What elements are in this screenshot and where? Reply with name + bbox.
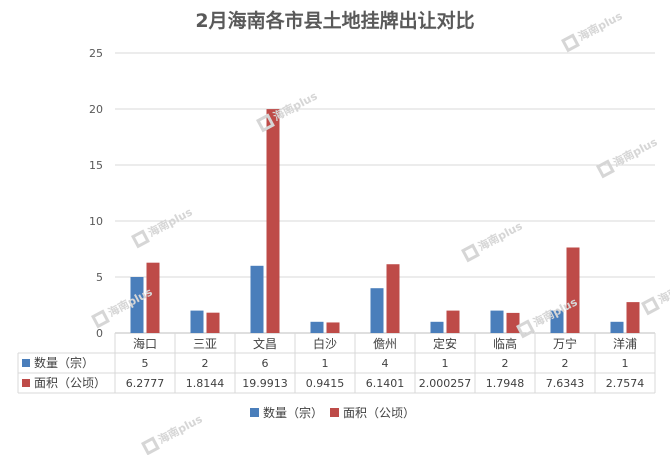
bar-area-3: [266, 109, 280, 333]
table-legend-key-count: [22, 359, 30, 367]
data-label: 1: [442, 357, 449, 370]
table-row-label: 数量（宗）: [34, 355, 94, 370]
x-category-label: 儋州: [373, 337, 397, 351]
data-label: 6: [262, 357, 269, 370]
bar-area-5: [386, 264, 400, 333]
legend-key-area: [330, 408, 339, 417]
bar-count-5: [370, 288, 384, 333]
bar-area-1: [146, 262, 160, 333]
bar-count-4: [310, 321, 324, 333]
bar-area-7: [506, 312, 520, 333]
data-label: 2: [562, 357, 569, 370]
data-label: 1.7948: [486, 377, 525, 390]
data-label: 2: [202, 357, 209, 370]
data-label: 6.1401: [366, 377, 405, 390]
data-label: 5: [142, 357, 149, 370]
bar-area-4: [326, 322, 340, 333]
data-label: 1: [322, 357, 329, 370]
data-label: 1: [622, 357, 629, 370]
table-row-label: 面积（公顷）: [34, 376, 106, 390]
bar-count-8: [550, 310, 564, 333]
data-label: 2: [502, 357, 509, 370]
data-label: 4: [382, 357, 389, 370]
data-label: 2.000257: [419, 377, 472, 390]
y-tick-label: 5: [96, 271, 103, 284]
legend-key-count: [250, 408, 259, 417]
data-label: 7.6343: [546, 377, 585, 390]
data-label: 0.9415: [306, 377, 345, 390]
x-category-label: 白沙: [313, 336, 337, 351]
bar-area-9: [626, 302, 640, 333]
x-category-label: 定安: [433, 336, 457, 351]
bar-count-1: [130, 277, 144, 333]
data-label: 19.9913: [242, 377, 288, 390]
bar-area-6: [446, 310, 460, 333]
y-tick-label: 15: [89, 159, 103, 172]
bar-count-2: [190, 310, 204, 333]
bar-count-6: [430, 321, 444, 333]
x-category-label: 临高: [493, 336, 517, 351]
data-label: 2.7574: [606, 377, 645, 390]
data-label: 6.2777: [126, 377, 165, 390]
y-tick-label: 10: [89, 215, 103, 228]
bar-count-9: [610, 321, 624, 333]
bar-area-2: [206, 312, 220, 333]
chart-title: 2月海南各市县土地挂牌出让对比: [195, 9, 474, 32]
x-category-label: 三亚: [193, 337, 217, 351]
legend-label: 数量（宗）: [263, 405, 323, 420]
bar-count-3: [250, 265, 264, 333]
legend-label: 面积（公顷）: [343, 406, 415, 420]
table-legend-key-area: [22, 379, 30, 387]
bar-area-8: [566, 247, 580, 333]
y-tick-label: 0: [96, 327, 103, 340]
x-category-label: 洋浦: [613, 336, 637, 351]
watermark-icon: [140, 436, 160, 455]
bar-count-7: [490, 310, 504, 333]
y-tick-label: 20: [89, 103, 103, 116]
y-tick-label: 25: [89, 47, 103, 60]
data-label: 1.8144: [186, 377, 225, 390]
x-category-label: 文昌: [253, 336, 277, 351]
bar-chart: 2月海南各市县土地挂牌出让对比0510152025海口 三亚 文昌 白沙 儋州 定安 临高万…: [17, 9, 656, 420]
x-category-label: 海口: [133, 336, 157, 351]
x-category-label: 万宁: [553, 336, 577, 351]
